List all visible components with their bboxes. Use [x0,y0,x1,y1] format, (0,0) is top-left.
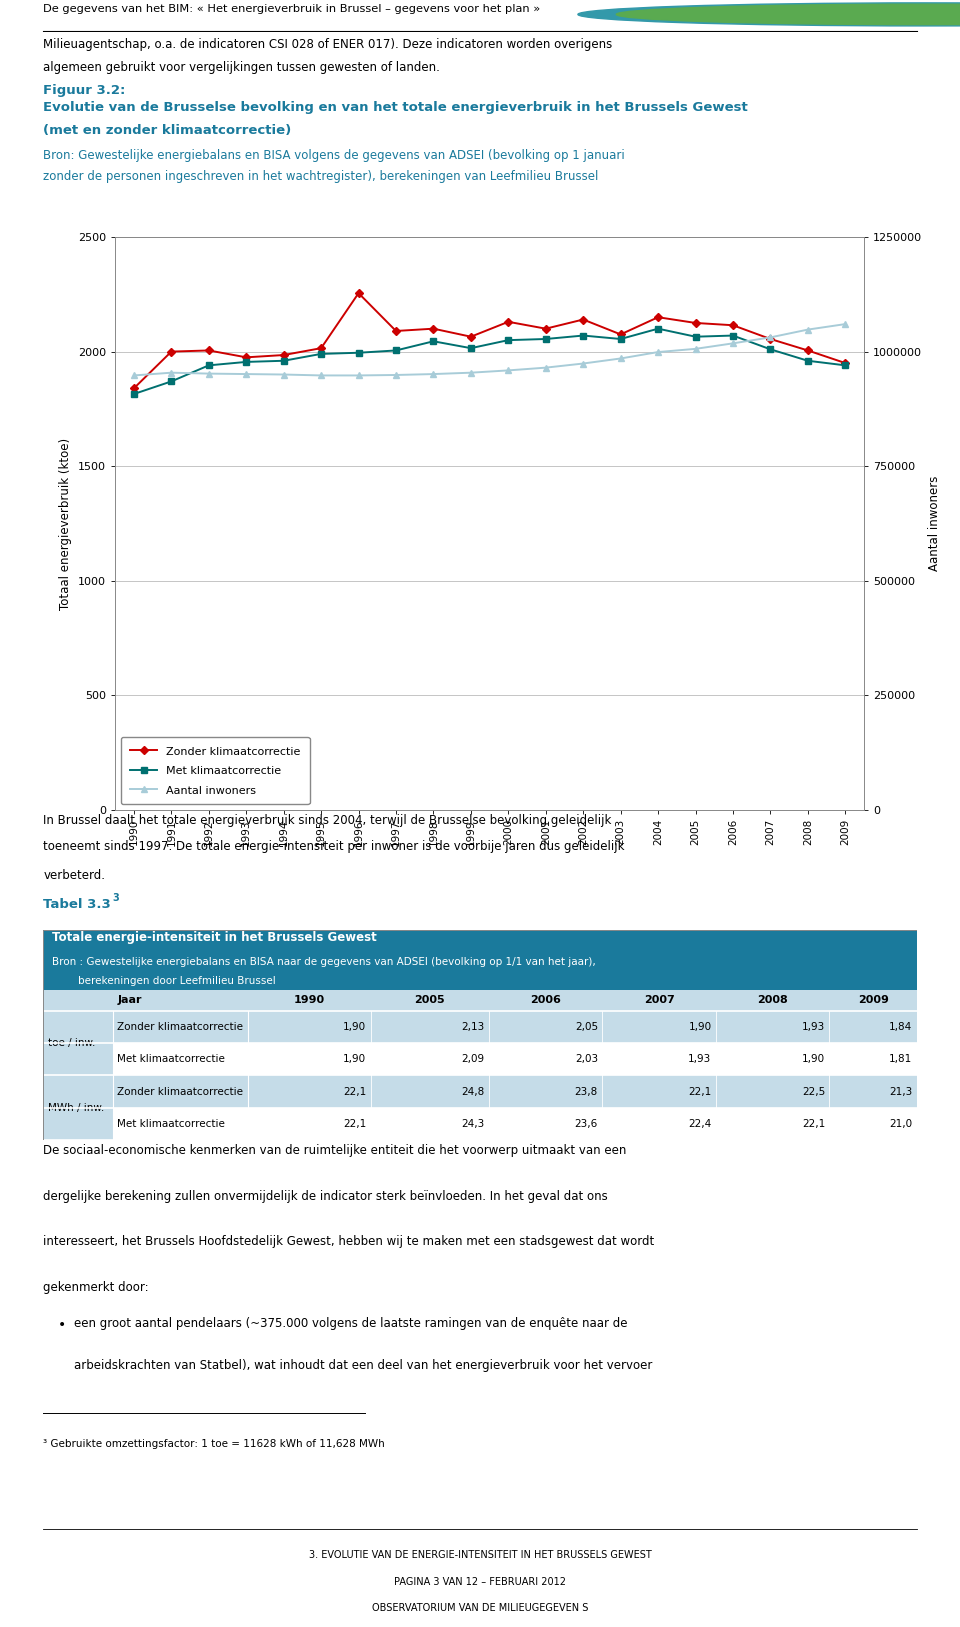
Text: Tabel 3.3: Tabel 3.3 [43,898,111,911]
Text: Jaar: Jaar [117,996,142,1005]
Text: Zonder klimaatcorrectie: Zonder klimaatcorrectie [117,1087,244,1097]
Bar [43,989,917,1010]
Bar [43,1010,113,1075]
Text: 1,90: 1,90 [344,1054,367,1064]
Text: 1,84: 1,84 [889,1022,912,1032]
Text: 1,93: 1,93 [688,1054,711,1064]
Text: 22,1: 22,1 [802,1119,825,1129]
Text: 3: 3 [112,893,119,903]
Text: toeneemt sinds 1997. De totale energie-intensiteit per inwoner is de voorbije ja: toeneemt sinds 1997. De totale energie-i… [43,840,625,853]
Text: toe / inw.: toe / inw. [48,1038,95,1048]
Text: 22,4: 22,4 [688,1119,711,1129]
Text: Totale energie-intensiteit in het Brussels Gewest: Totale energie-intensiteit in het Brusse… [52,931,376,944]
Text: 2008: 2008 [757,996,788,1005]
Text: 1,93: 1,93 [802,1022,825,1032]
Text: 1,81: 1,81 [889,1054,912,1064]
Text: Bron: Gewestelijke energiebalans en BISA volgens de gegevens van ADSEI (bevolkin: Bron: Gewestelijke energiebalans en BISA… [43,148,625,161]
Text: MWh / inw.: MWh / inw. [48,1103,104,1113]
Text: Milieuagentschap, o.a. de indicatoren CSI 028 of ENER 017). Deze indicatoren wor: Milieuagentschap, o.a. de indicatoren CS… [43,37,612,50]
Text: De sociaal-economische kenmerken van de ruimtelijke entiteit die het voorwerp ui: De sociaal-economische kenmerken van de … [43,1144,627,1157]
Text: 2,03: 2,03 [575,1054,598,1064]
Bar [43,1043,917,1075]
Text: dergelijke berekening zullen onvermijdelijk de indicator sterk beïnvloeden. In h: dergelijke berekening zullen onvermijdel… [43,1189,608,1202]
Text: OBSERVATORIUM VAN DE MILIEUGEGEVEN S: OBSERVATORIUM VAN DE MILIEUGEGEVEN S [372,1604,588,1614]
Text: 1990: 1990 [294,996,325,1005]
Text: berekeningen door Leefmilieu Brussel: berekeningen door Leefmilieu Brussel [52,976,276,986]
Text: 1,90: 1,90 [688,1022,711,1032]
Text: ³ Gebruikte omzettingsfactor: 1 toe = 11628 kWh of 11,628 MWh: ³ Gebruikte omzettingsfactor: 1 toe = 11… [43,1440,385,1450]
Text: 2005: 2005 [415,996,445,1005]
Legend: Zonder klimaatcorrectie, Met klimaatcorrectie, Aantal inwoners: Zonder klimaatcorrectie, Met klimaatcorr… [121,737,309,804]
Text: 2009: 2009 [857,996,889,1005]
Text: 21,3: 21,3 [889,1087,912,1097]
Text: Bron : Gewestelijke energiebalans en BISA naar de gegevens van ADSEI (bevolking : Bron : Gewestelijke energiebalans en BIS… [52,957,596,968]
Text: 3. EVOLUTIE VAN DE ENERGIE-INTENSITEIT IN HET BRUSSELS GEWEST: 3. EVOLUTIE VAN DE ENERGIE-INTENSITEIT I… [308,1551,652,1560]
Text: 24,8: 24,8 [461,1087,485,1097]
Text: 2,05: 2,05 [575,1022,598,1032]
Bar [43,1075,113,1141]
Text: 2007: 2007 [644,996,675,1005]
Text: zonder de personen ingeschreven in het wachtregister), berekeningen van Leefmili: zonder de personen ingeschreven in het w… [43,171,599,184]
Text: 1,90: 1,90 [802,1054,825,1064]
Text: 24,3: 24,3 [461,1119,485,1129]
Text: 22,5: 22,5 [802,1087,825,1097]
Text: Met klimaatcorrectie: Met klimaatcorrectie [117,1054,226,1064]
Text: In Brussel daalt het totale energieverbruik sinds 2004, terwijl de Brusselse bev: In Brussel daalt het totale energieverbr… [43,814,612,827]
Text: 2,09: 2,09 [461,1054,485,1064]
Text: Evolutie van de Brusselse bevolking en van het totale energieverbruik in het Bru: Evolutie van de Brusselse bevolking en v… [43,101,748,114]
Text: 22,1: 22,1 [343,1087,367,1097]
Text: Zonder klimaatcorrectie: Zonder klimaatcorrectie [117,1022,244,1032]
Bar [43,1108,917,1141]
Text: interesseert, het Brussels Hoofdstedelijk Gewest, hebben wij te maken met een st: interesseert, het Brussels Hoofdstedelij… [43,1235,655,1248]
Bar [43,1010,917,1043]
Text: een groot aantal pendelaars (~375.000 volgens de laatste ramingen van de enquête: een groot aantal pendelaars (~375.000 vo… [74,1318,628,1331]
Text: algemeen gebruikt voor vergelijkingen tussen gewesten of landen.: algemeen gebruikt voor vergelijkingen tu… [43,60,440,73]
Text: 2,13: 2,13 [461,1022,485,1032]
Y-axis label: Aantal inwoners: Aantal inwoners [927,475,941,571]
Text: 23,8: 23,8 [575,1087,598,1097]
Text: 23,6: 23,6 [575,1119,598,1129]
Text: 22,1: 22,1 [688,1087,711,1097]
Text: •: • [58,1318,66,1331]
Text: arbeidskrachten van Statbel), wat inhoudt dat een deel van het energieverbruik v: arbeidskrachten van Statbel), wat inhoud… [74,1359,652,1372]
Text: Figuur 3.2:: Figuur 3.2: [43,83,126,96]
Text: 2006: 2006 [530,996,561,1005]
Text: 22,1: 22,1 [343,1119,367,1129]
Text: PAGINA 3 VAN 12 – FEBRUARI 2012: PAGINA 3 VAN 12 – FEBRUARI 2012 [394,1577,566,1586]
Text: (met en zonder klimaatcorrectie): (met en zonder klimaatcorrectie) [43,124,292,137]
Bar [43,1075,917,1108]
Circle shape [616,5,960,24]
Text: gekenmerkt door:: gekenmerkt door: [43,1280,149,1293]
Text: 21,0: 21,0 [889,1119,912,1129]
Bar [43,931,917,989]
Text: verbeterd.: verbeterd. [43,869,106,882]
Circle shape [578,3,960,26]
Text: Met klimaatcorrectie: Met klimaatcorrectie [117,1119,226,1129]
Text: 1,90: 1,90 [344,1022,367,1032]
Y-axis label: Totaal energieverbruik (ktoe): Totaal energieverbruik (ktoe) [60,438,73,610]
Text: De gegevens van het BIM: « Het energieverbruik in Brussel – gegevens voor het pl: De gegevens van het BIM: « Het energieve… [43,3,540,15]
